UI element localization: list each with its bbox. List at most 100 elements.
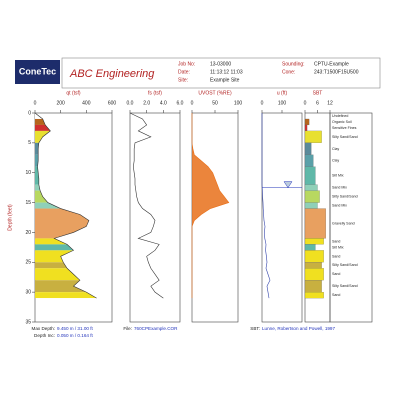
y-tick-label: 35	[25, 319, 31, 325]
area-band	[35, 250, 97, 263]
profile-line	[129, 112, 164, 299]
area-band	[35, 280, 97, 293]
x-tick-label: 6	[316, 100, 319, 106]
sbt-label: Silt Mix	[332, 174, 344, 178]
x-tick-label: 100	[234, 100, 243, 106]
area-band	[35, 166, 97, 185]
sbt-bar	[304, 190, 320, 203]
area-band	[35, 262, 97, 269]
footer-label: SBT:	[250, 326, 260, 331]
profile-line	[261, 113, 271, 299]
logo-box	[15, 60, 60, 84]
area-band	[35, 142, 97, 155]
area-band	[35, 184, 97, 191]
area-band	[35, 244, 97, 251]
sbt-bar	[304, 250, 324, 263]
field-value: Example Site	[210, 77, 240, 83]
x-tick-label: 400	[82, 100, 91, 106]
sbt-label: Sand	[332, 239, 340, 243]
footer-value: 0.050 m / 0.164 ft	[57, 333, 93, 338]
y-tick-label: 30	[25, 289, 31, 295]
profile-line	[34, 112, 97, 299]
sbt-label: Sand Mix	[332, 204, 347, 208]
sbt-bar	[304, 262, 322, 269]
area-band	[35, 202, 97, 209]
x-tick-label: 100	[278, 100, 287, 106]
footer-label: Depth Inc:	[34, 333, 55, 338]
x-tick-label: 600	[108, 100, 117, 106]
area-band	[35, 113, 97, 119]
x-tick-label: 6.0	[177, 100, 184, 106]
sbt-label-frame	[329, 112, 373, 323]
x-tick-label: 4.0	[160, 100, 167, 106]
logo: ConeTec	[19, 66, 56, 76]
sbt-bar	[304, 130, 322, 143]
field-value: 243:T1500F15U500	[314, 69, 359, 75]
x-tick-label: 12	[327, 100, 333, 106]
field-value: 13-03000	[210, 61, 231, 67]
field-value: CPTU-Example	[314, 61, 349, 67]
footer-value: Lunne, Robertson and Powell, 1997	[262, 326, 335, 331]
area-band	[35, 118, 97, 125]
track-title: u (ft)	[277, 90, 288, 96]
sbt-label: Sand Mix	[332, 186, 347, 190]
sbt-label: Silty Sand/Sand	[332, 135, 358, 139]
sbt-label: Clay	[332, 147, 339, 151]
field-value: 11:13:12 11:03	[210, 69, 243, 75]
field-label: Date:	[178, 69, 190, 75]
footer-label: File:	[123, 326, 132, 331]
area-band	[35, 208, 97, 239]
area-band	[35, 154, 97, 167]
field-label: Job No:	[178, 61, 195, 67]
track-frame	[191, 112, 239, 323]
footer-label: Max Depth:	[32, 326, 56, 331]
sbt-bar	[304, 166, 316, 185]
track-frame	[129, 112, 181, 323]
sbt-bar	[304, 202, 318, 209]
sbt-label: Sand	[332, 254, 340, 258]
sbt-label: Gravelly Sand	[332, 221, 355, 225]
x-tick-label: 50	[212, 100, 218, 106]
sbt-bar	[304, 184, 318, 191]
track-title: qt (tsf)	[66, 90, 81, 96]
sbt-bar	[304, 142, 312, 155]
sbt-label: Silty Sand/Sand	[332, 284, 358, 288]
profile-line	[191, 113, 230, 299]
area-fill	[35, 113, 97, 299]
sbt-label: Silty Sand/Sand	[332, 195, 358, 199]
area-band	[35, 268, 97, 281]
y-tick-label: 0	[28, 110, 31, 116]
sbt-bar	[304, 238, 324, 245]
sbt-bar	[304, 268, 324, 281]
sbt-bar	[304, 292, 324, 299]
sbt-bar	[304, 244, 316, 251]
field-label: Sounding:	[282, 61, 305, 67]
water-table-marker	[283, 181, 293, 189]
sbt-label: Sand	[332, 272, 340, 276]
area-band	[35, 238, 97, 245]
x-tick-label: 0	[34, 100, 37, 106]
company: ABC Engineering	[69, 68, 155, 80]
sbt-bar	[304, 208, 326, 239]
sbt-label: Silt Mix	[332, 245, 344, 249]
area-band	[35, 130, 97, 143]
sbt-bar	[304, 280, 322, 293]
field-label: Cone:	[282, 69, 295, 75]
x-tick-label: 200	[56, 100, 65, 106]
y-tick-label: 10	[25, 170, 31, 176]
footer-value: 9.450 m / 31.00 ft	[57, 326, 93, 331]
track-title: UVOST (%RE)	[198, 90, 232, 96]
sbt-label: Silty Sand/Sand	[332, 263, 358, 267]
sbt-bar	[304, 154, 314, 167]
x-tick-label: 0	[304, 100, 307, 106]
uvost-area	[192, 113, 229, 299]
y-tick-label: 25	[25, 260, 31, 266]
sbt-label: Sand	[332, 293, 340, 297]
area-band	[35, 292, 97, 299]
field-label: Site:	[178, 77, 188, 83]
header-box	[61, 57, 381, 89]
area-band	[35, 124, 97, 131]
y-tick-label: 20	[25, 230, 31, 236]
y-axis-label: Depth (feet)	[7, 204, 13, 231]
